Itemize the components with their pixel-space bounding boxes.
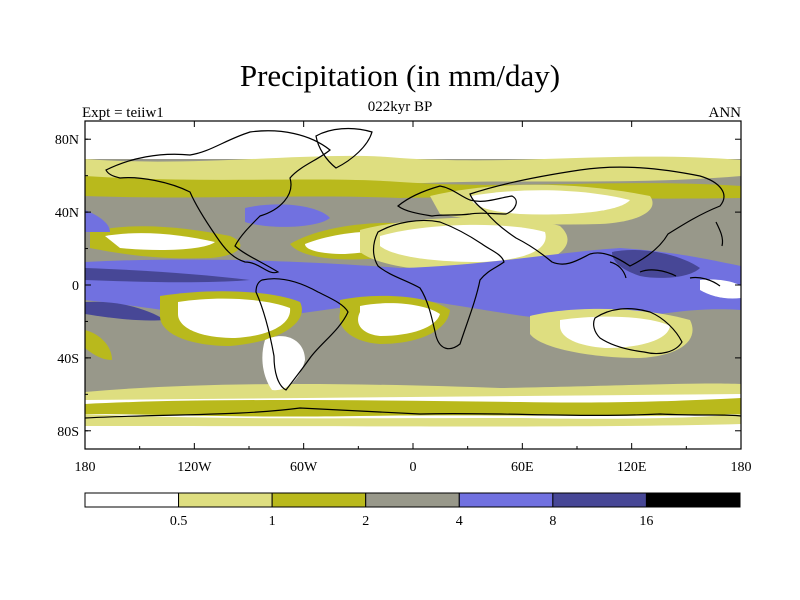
lon-tick-label: 0 xyxy=(410,460,417,475)
colorbar-label: 0.5 xyxy=(170,514,188,529)
field-sahara-dry xyxy=(380,224,546,262)
lon-tick-label: 60E xyxy=(511,460,534,475)
lon-tick-label: 180 xyxy=(75,460,96,475)
field-arctic-dry xyxy=(85,121,741,159)
field-southern-band-light2 xyxy=(85,414,741,427)
precip-field xyxy=(85,121,741,449)
experiment-label: Expt = teiiw1 xyxy=(82,105,164,121)
colorbar-label: 1 xyxy=(269,514,276,529)
colorbar-swatch xyxy=(84,492,180,508)
japan-coast xyxy=(715,221,724,247)
field-arctic-band-light xyxy=(85,155,741,184)
lat-tick-label: 0 xyxy=(72,279,79,294)
map-title: Precipitation (in mm/day) xyxy=(239,58,561,93)
axis-ticks xyxy=(84,121,742,449)
australia-coast xyxy=(593,308,683,355)
field-np-wet xyxy=(85,210,110,232)
field-southern-band-light xyxy=(85,383,741,400)
lon-tick-label: 180 xyxy=(731,460,752,475)
colorbar-swatch xyxy=(645,492,741,508)
colorbar-swatch xyxy=(365,492,460,508)
colorbar-swatch xyxy=(178,492,273,508)
lat-tick-label: 40S xyxy=(57,352,79,367)
colorbar-label: 4 xyxy=(456,514,463,529)
season-label: ANN xyxy=(708,105,742,121)
lat-tick-label: 80S xyxy=(57,425,79,440)
lon-tick-label: 120W xyxy=(177,460,212,475)
colorbar-label: 8 xyxy=(549,514,556,529)
north-america-coast xyxy=(105,130,331,274)
europe-coast xyxy=(397,185,517,217)
colorbar: 0.5 1 2 4 8 16 xyxy=(84,492,741,529)
field-itcz-core-pacific xyxy=(85,268,250,283)
lat-tick-label: 80N xyxy=(55,133,79,148)
colorbar-swatch xyxy=(271,492,367,508)
field-sa-dry xyxy=(358,303,440,336)
field-np-dry xyxy=(105,233,215,250)
colorbar-label: 16 xyxy=(639,514,653,529)
lat-tick-label: 40N xyxy=(55,206,79,221)
colorbar-swatch xyxy=(458,492,554,508)
field-cp-dry xyxy=(700,279,741,299)
antarctica-coast xyxy=(85,407,741,419)
maritime-continent-coast xyxy=(609,261,721,287)
asia-coast xyxy=(469,166,725,267)
colorbar-label: 2 xyxy=(362,514,369,529)
field-spcz-core xyxy=(85,301,165,321)
map-subtitle: 022kyr BP xyxy=(367,99,433,115)
colorbar-swatch xyxy=(552,492,647,508)
africa-coast xyxy=(372,219,505,350)
field-warmpool-core xyxy=(612,249,700,278)
field-sp-olive-west xyxy=(85,330,112,360)
field-southern-band-olive xyxy=(85,398,741,417)
south-america-coast xyxy=(255,278,349,391)
lon-tick-label: 120E xyxy=(617,460,647,475)
greenland-coast xyxy=(315,127,373,169)
lon-tick-label: 60W xyxy=(290,460,318,475)
field-australia-dry xyxy=(560,316,670,348)
coastlines xyxy=(85,127,741,419)
field-gulfstream-wet xyxy=(245,204,330,227)
axis-tick-labels: 80N 40N 0 40S 80S 180 120W 60W 0 60E 120E 180 xyxy=(55,133,752,475)
